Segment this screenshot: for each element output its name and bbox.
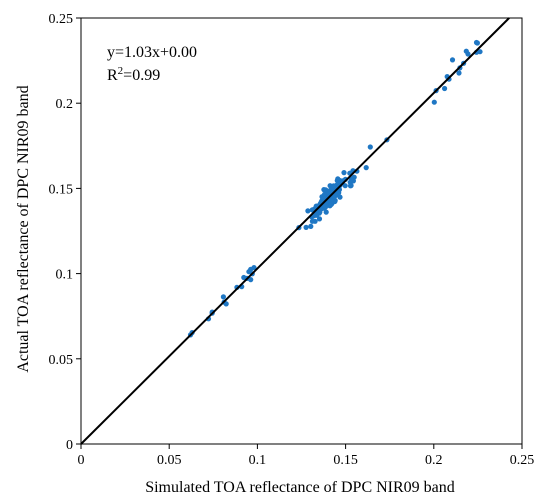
x-tick-label: 0.05 <box>157 453 182 468</box>
x-axis-label: Simulated TOA reflectance of DPC NIR09 b… <box>145 479 455 496</box>
plot-frame <box>80 17 523 445</box>
x-tick-label: 0.2 <box>425 453 443 468</box>
data-point <box>341 170 347 176</box>
data-point <box>465 51 471 57</box>
fit-line <box>80 17 510 445</box>
data-point <box>337 194 343 200</box>
data-point <box>477 49 483 55</box>
data-point <box>316 216 323 222</box>
r-squared-superscript: 2 <box>118 65 124 77</box>
data-point <box>363 165 369 171</box>
y-tick-label: 0.2 <box>56 97 74 112</box>
data-point <box>330 194 336 200</box>
data-point <box>322 191 328 197</box>
data-point <box>342 183 348 189</box>
ticks: 0 0.05 0.1 0.15 0.2 0.25 0 0.05 0.1 0.15 0.2 0.25 <box>49 12 535 468</box>
y-tick-label: 0.1 <box>56 268 74 283</box>
data-point <box>456 70 462 76</box>
data-point <box>442 85 448 92</box>
data-point <box>251 265 257 271</box>
data-point <box>323 187 329 193</box>
data-point <box>431 99 437 105</box>
y-tick-label: 0.25 <box>49 12 74 27</box>
r-squared-value: =0.99 <box>123 67 160 84</box>
y-tick-label: 0.15 <box>49 182 74 197</box>
data-point <box>331 183 337 189</box>
y-axis-label: Actual TOA reflectance of DPC NIR09 band <box>15 85 32 372</box>
data-point <box>303 224 309 230</box>
y-tick-label: 0.05 <box>49 353 74 368</box>
regression-equation: y=1.03x+0.00 <box>107 44 197 61</box>
axes <box>80 17 523 445</box>
data-point <box>323 209 329 215</box>
data-point <box>308 223 314 229</box>
x-tick-label: 0 <box>78 453 85 468</box>
data-point <box>449 57 456 63</box>
r-squared: R2=0.99 <box>107 65 160 84</box>
x-tick-label: 0.1 <box>249 453 267 468</box>
data-point <box>241 274 247 281</box>
x-tick-label: 0.25 <box>510 453 535 468</box>
x-tick-label: 0.15 <box>333 453 358 468</box>
data-point <box>305 208 311 214</box>
data-point <box>367 144 373 150</box>
data-point <box>322 204 329 210</box>
data-point <box>473 39 480 46</box>
r-squared-prefix: R <box>107 67 118 84</box>
y-tick-label: 0 <box>66 438 73 453</box>
fit-line-group <box>80 17 510 445</box>
data-point <box>348 182 354 189</box>
data-point <box>248 277 254 283</box>
data-point <box>220 294 226 300</box>
data-point <box>314 212 320 218</box>
data-point <box>309 218 315 224</box>
data-point <box>328 201 334 207</box>
